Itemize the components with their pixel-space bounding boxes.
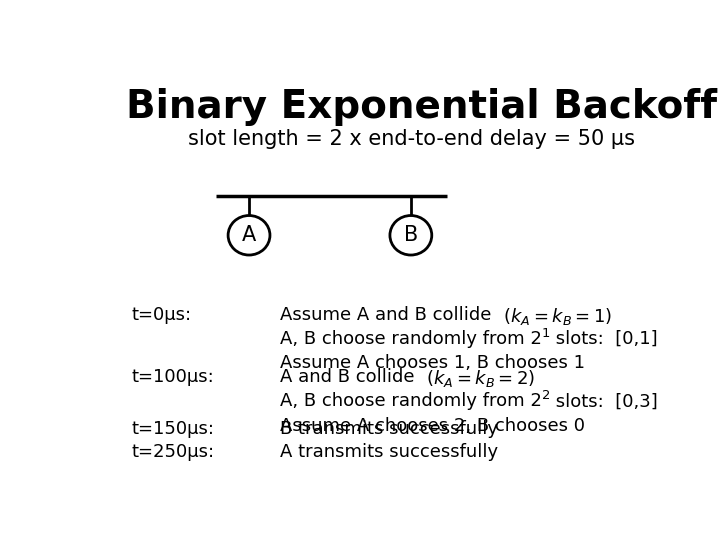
Text: slot length = 2 x end-to-end delay = 50 μs: slot length = 2 x end-to-end delay = 50 … <box>188 129 634 149</box>
Text: $(k_A = k_B = 1)$: $(k_A = k_B = 1)$ <box>503 306 612 327</box>
Text: (cont’d): (cont’d) <box>717 87 720 126</box>
Text: B transmits successfully: B transmits successfully <box>280 420 498 438</box>
Text: slots:  [0,1]: slots: [0,1] <box>550 330 657 348</box>
Ellipse shape <box>390 215 432 255</box>
Text: B: B <box>404 225 418 245</box>
Ellipse shape <box>228 215 270 255</box>
Text: t=150μs:: t=150μs: <box>132 420 215 438</box>
Text: $(k_A = k_B = 2)$: $(k_A = k_B = 2)$ <box>426 368 535 389</box>
Text: 1: 1 <box>541 327 550 340</box>
Text: A: A <box>242 225 256 245</box>
Text: A and B collide: A and B collide <box>280 368 426 386</box>
Text: slots:  [0,3]: slots: [0,3] <box>550 393 657 410</box>
Text: Assume A chooses 1, B chooses 1: Assume A chooses 1, B chooses 1 <box>280 354 585 372</box>
Text: t=0μs:: t=0μs: <box>132 306 192 324</box>
Text: Assume A and B collide: Assume A and B collide <box>280 306 503 324</box>
Text: A, B choose randomly from 2: A, B choose randomly from 2 <box>280 330 541 348</box>
Text: 2: 2 <box>541 389 550 402</box>
Text: Assume A chooses 2, B chooses 0: Assume A chooses 2, B chooses 0 <box>280 416 585 435</box>
Text: Binary Exponential Backoff: Binary Exponential Backoff <box>126 87 717 126</box>
Text: t=100μs:: t=100μs: <box>132 368 215 386</box>
Text: A, B choose randomly from 2: A, B choose randomly from 2 <box>280 393 541 410</box>
Text: t=250μs:: t=250μs: <box>132 443 215 461</box>
Text: A transmits successfully: A transmits successfully <box>280 443 498 461</box>
